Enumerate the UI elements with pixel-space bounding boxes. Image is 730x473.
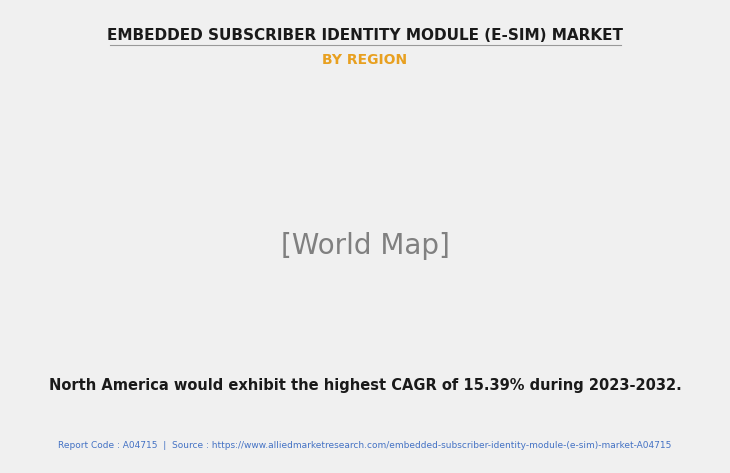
Text: BY REGION: BY REGION <box>323 53 407 67</box>
Text: Report Code : A04715  |  Source : https://www.alliedmarketresearch.com/embedded-: Report Code : A04715 | Source : https://… <box>58 440 672 449</box>
Text: North America would exhibit the highest CAGR of 15.39% during 2023-2032.: North America would exhibit the highest … <box>49 377 681 393</box>
Text: [World Map]: [World Map] <box>280 232 450 260</box>
Text: EMBEDDED SUBSCRIBER IDENTITY MODULE (E-SIM) MARKET: EMBEDDED SUBSCRIBER IDENTITY MODULE (E-S… <box>107 28 623 43</box>
